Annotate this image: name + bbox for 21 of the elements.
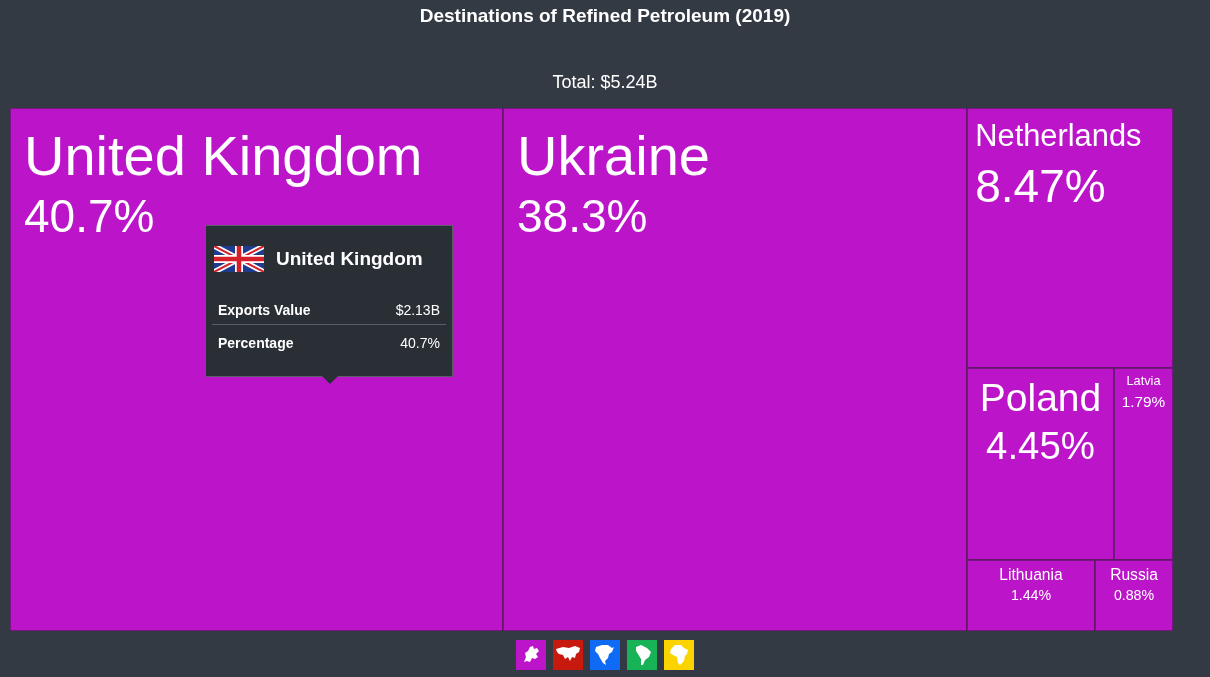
text: $2.13B <box>395 302 440 318</box>
data-label: 8.47% <box>975 160 1106 213</box>
data-label: 1.79% <box>1121 392 1166 410</box>
category-label: Ukraine <box>517 124 710 188</box>
category-label: Russia <box>1110 565 1159 583</box>
text: 40.7% <box>400 335 440 351</box>
text: Destinations of Refined Petroleum (2019) <box>418 5 792 27</box>
data-label: 40.7% <box>24 190 155 243</box>
category-label: Poland <box>979 375 1102 419</box>
data-label: 1.44% <box>1010 587 1052 604</box>
text: United Kingdom <box>276 248 423 270</box>
data-label: 4.45% <box>986 424 1095 468</box>
data-label: 0.88% <box>1113 587 1155 604</box>
text: Total: $5.24B <box>551 72 659 93</box>
data-label: 38.3% <box>517 190 648 243</box>
text: Exports Value <box>218 302 311 318</box>
category-label: United Kingdom <box>24 124 423 188</box>
text: Percentage <box>218 335 294 351</box>
category-label: Lithuania <box>999 565 1063 583</box>
category-label: Latvia <box>1126 373 1162 389</box>
category-label: Netherlands <box>975 117 1142 153</box>
